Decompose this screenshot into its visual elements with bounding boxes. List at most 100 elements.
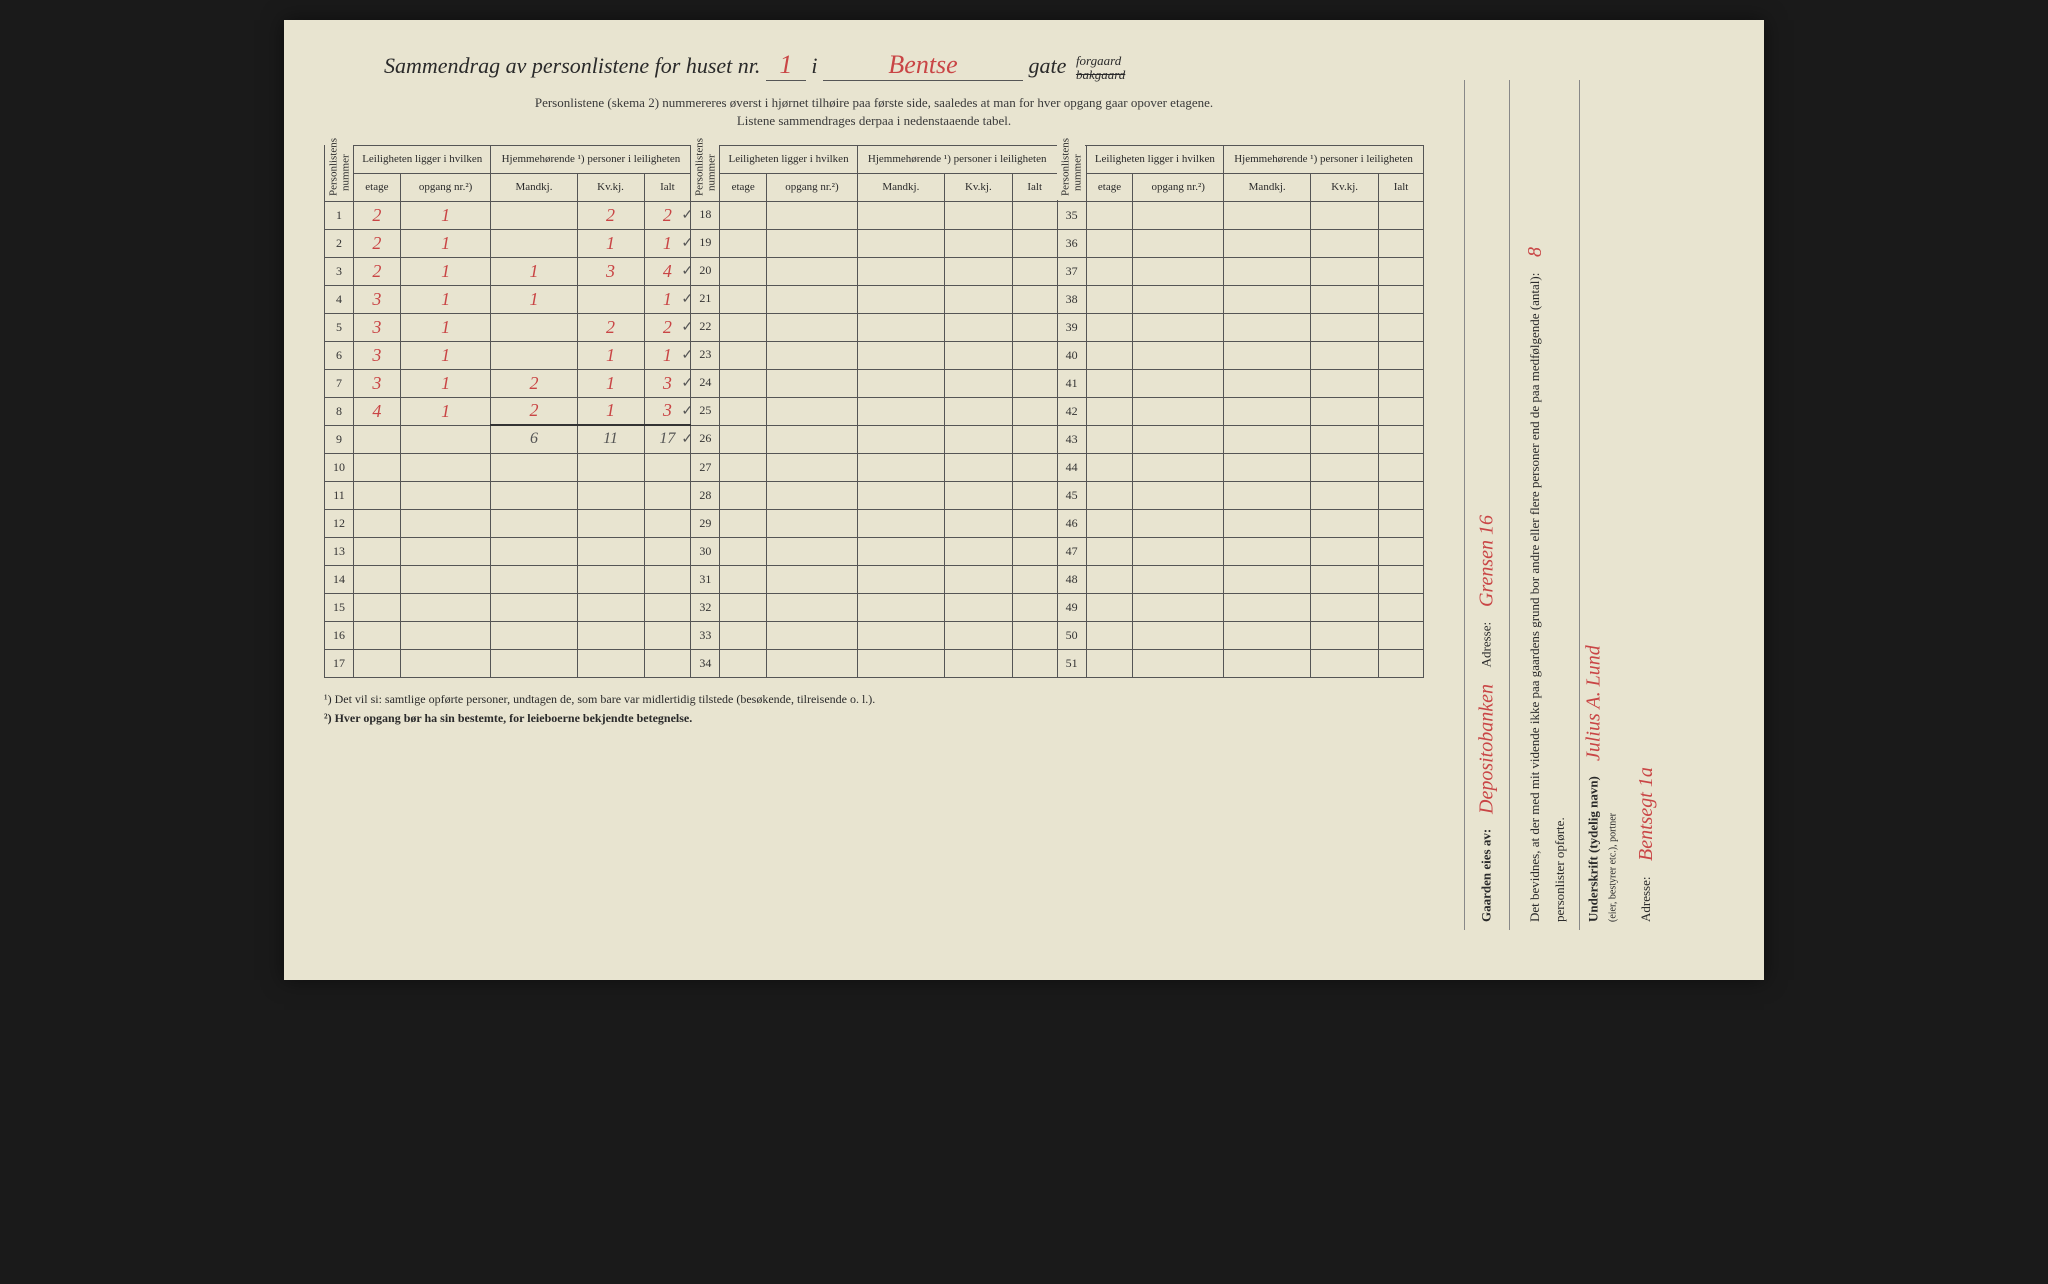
underskrift-label: Underskrift (tydelig navn) [1586,776,1601,922]
cell [857,341,944,369]
cell: 42 [1057,397,1086,425]
table-row: 43111✓2138 [325,285,1424,313]
cell [720,369,767,397]
cell [944,593,1012,621]
cell [1086,509,1133,537]
cell [1224,565,1311,593]
cell: 32 [691,593,720,621]
cell: 44 [1057,453,1086,481]
cell [857,369,944,397]
cell: ✓22 [691,313,720,341]
cell [720,313,767,341]
cell: 1 [400,257,491,285]
cell [1086,453,1133,481]
table-row: 153249 [325,593,1424,621]
cell [720,229,767,257]
cell: 47 [1057,537,1086,565]
cell [1012,229,1057,257]
cell [400,509,491,537]
cell [857,285,944,313]
col-ialt-2: Ialt [1012,173,1057,201]
cell [644,565,691,593]
cell: 3 [354,285,401,313]
cell: 3 [325,257,354,285]
cell: 2 [491,397,577,425]
cell [720,257,767,285]
cell [491,201,577,229]
cell [354,565,401,593]
cell [491,229,577,257]
cell [1224,397,1311,425]
cell [720,201,767,229]
cell [1012,397,1057,425]
census-form-page: Sammendrag av personlistene for huset nr… [284,20,1764,980]
title-i: i [811,53,817,78]
cell: 49 [1057,593,1086,621]
cell [400,649,491,677]
cell [1012,453,1057,481]
cell [1224,313,1311,341]
cell [1012,481,1057,509]
cell [1379,257,1424,285]
cell [1379,313,1424,341]
table-row: 133047 [325,537,1424,565]
house-number: 1 [766,50,806,81]
col-hjemme-2: Hjemmehørende ¹) personer i leiligheten [857,145,1057,173]
cell: 4 [325,285,354,313]
cell [1311,369,1379,397]
cell [720,621,767,649]
cell [1311,229,1379,257]
col-opgang-2: opgang nr.²) [767,173,858,201]
cell [1012,621,1057,649]
underskrift-sub: (eier, bestyrer etc.), portner [1608,813,1619,922]
title-gate: gate [1029,53,1067,78]
col-ialt-3: Ialt [1379,173,1424,201]
cell [1224,537,1311,565]
cell [400,481,491,509]
cell [1224,285,1311,313]
cell [1012,537,1057,565]
cell [767,397,858,425]
cell: 1 [577,397,644,425]
side-adresse: Adresse: Bentsegt 1a [1624,80,1669,930]
cell: 5 [325,313,354,341]
cell [1086,481,1133,509]
cell [720,397,767,425]
cell [1133,565,1224,593]
cell [1133,509,1224,537]
cell [944,509,1012,537]
cell [857,537,944,565]
col-leilighet-3: Leiligheten ligger i hvilken [1086,145,1223,173]
side-panel: Gaarden eies av: Depositobanken Adresse:… [1464,80,1724,930]
cell: 3 [577,257,644,285]
col-hjemme-3: Hjemmehørende ¹) personer i leiligheten [1224,145,1424,173]
instructions: Personlistene (skema 2) nummereres øvers… [324,94,1424,130]
cell [354,621,401,649]
cell: 3 [354,341,401,369]
cell [577,481,644,509]
cell [1012,509,1057,537]
gate-options: forgaard bakgaard [1076,54,1125,83]
cell [1012,565,1057,593]
cell: 1 [400,229,491,257]
side-bevidnes: Det bevidnes, at der med mit vidende ikk… [1509,80,1579,930]
cell [1379,229,1424,257]
cell [1012,201,1057,229]
cell [644,649,691,677]
cell [857,593,944,621]
cell: 16 [325,621,354,649]
side-underskrift: Underskrift (tydelig navn) Julius A. Lun… [1579,80,1624,930]
cell [1379,453,1424,481]
cell [1224,453,1311,481]
cell: 6 [491,425,577,453]
cell: 2 [354,257,401,285]
cell [1224,621,1311,649]
cell [1086,649,1133,677]
cell [1224,425,1311,453]
table-row: 63111✓2340 [325,341,1424,369]
cell [491,565,577,593]
cell: 2 [354,229,401,257]
cell [1379,285,1424,313]
cell [1311,509,1379,537]
cell [577,621,644,649]
